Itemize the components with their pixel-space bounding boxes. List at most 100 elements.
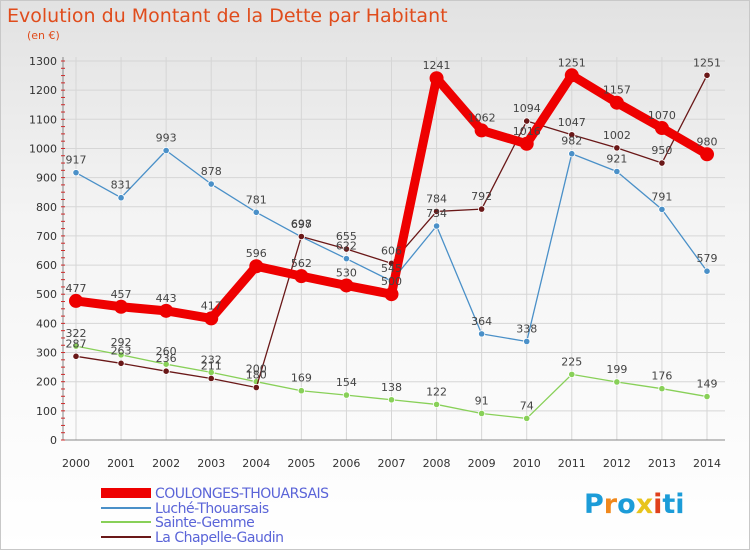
data-label: 176 — [651, 370, 672, 383]
logo-letter: x — [635, 489, 654, 520]
data-point — [478, 205, 486, 213]
data-label: 292 — [111, 336, 132, 349]
data-label: 477 — [66, 282, 87, 295]
y-tick-label: 200 — [36, 376, 57, 389]
y-tick-label: 400 — [36, 317, 57, 330]
data-point — [384, 287, 399, 302]
data-label: 200 — [246, 363, 267, 376]
data-point — [387, 396, 396, 404]
data-point — [703, 267, 711, 275]
legend-label: Luché-Thouarsais — [155, 500, 269, 517]
data-label: 530 — [336, 266, 357, 279]
data-point — [114, 299, 129, 314]
data-point — [613, 144, 621, 152]
data-label: 562 — [291, 257, 312, 270]
data-label: 1157 — [603, 84, 631, 97]
x-tick-label: 2011 — [558, 457, 586, 470]
legend-label: COULONGES-THOUARSAIS — [155, 486, 329, 502]
legend-swatch — [101, 535, 151, 538]
x-tick-label: 2007 — [378, 457, 406, 470]
data-label: 149 — [697, 378, 718, 391]
data-label: 1070 — [648, 109, 676, 122]
data-label: 500 — [381, 275, 402, 288]
data-label: 980 — [697, 135, 718, 148]
data-point — [162, 360, 170, 368]
data-point — [159, 303, 174, 318]
data-label: 697 — [291, 218, 312, 231]
y-tick-label: 100 — [36, 405, 57, 418]
y-tick-label: 700 — [36, 230, 57, 243]
data-label: 199 — [606, 363, 627, 376]
data-point — [117, 359, 125, 367]
data-label: 154 — [336, 376, 357, 389]
y-tick-label: 300 — [36, 347, 57, 360]
chart-subtitle: (en €) — [27, 29, 60, 42]
data-point — [117, 351, 125, 359]
data-point — [658, 385, 666, 393]
data-label: 443 — [156, 292, 177, 305]
data-label: 1251 — [558, 56, 586, 69]
legend-label: Sainte-Gemme — [155, 515, 255, 531]
data-point — [117, 194, 125, 202]
data-label: 457 — [111, 288, 132, 301]
data-point — [162, 367, 170, 375]
y-tick-label: 1000 — [29, 142, 57, 155]
data-point — [72, 169, 80, 177]
data-label: 596 — [246, 247, 267, 260]
data-point — [519, 136, 534, 151]
data-label: 169 — [291, 372, 312, 385]
data-point — [342, 245, 351, 253]
data-label: 180 — [246, 369, 267, 382]
data-point — [432, 222, 441, 230]
y-tick-label: 1300 — [29, 55, 57, 68]
x-tick-label: 2012 — [603, 457, 631, 470]
data-point — [342, 391, 351, 399]
data-label: 734 — [426, 207, 447, 220]
data-label: 1002 — [603, 129, 631, 142]
data-label: 784 — [426, 192, 447, 205]
data-point — [700, 147, 714, 162]
data-label: 138 — [381, 381, 402, 394]
data-label: 1094 — [513, 102, 541, 115]
data-point — [564, 68, 579, 83]
data-label: 263 — [111, 344, 132, 357]
data-point — [432, 400, 441, 409]
data-label: 579 — [697, 252, 718, 265]
x-tick-label: 2003 — [197, 457, 225, 470]
y-tick-label: 500 — [36, 288, 57, 301]
data-point — [249, 259, 264, 274]
data-point — [72, 342, 80, 350]
data-point — [609, 95, 624, 110]
y-tick-label: 0 — [50, 434, 57, 447]
data-point — [339, 278, 354, 293]
data-point — [703, 392, 711, 401]
data-label: 606 — [381, 244, 402, 257]
data-point — [568, 131, 576, 139]
data-label: 545 — [381, 262, 402, 275]
data-point — [69, 293, 83, 308]
data-label: 236 — [156, 352, 177, 365]
data-label: 287 — [66, 337, 87, 350]
legend-label: La Chapelle-Gaudin — [155, 529, 284, 546]
data-label: 622 — [336, 240, 357, 253]
data-point — [523, 414, 531, 423]
data-point — [523, 337, 531, 346]
data-label: 921 — [606, 152, 627, 165]
data-point — [478, 409, 486, 418]
data-point — [654, 121, 669, 136]
x-tick-label: 2010 — [513, 457, 541, 470]
data-label: 831 — [111, 179, 132, 192]
data-point — [204, 311, 219, 326]
data-point — [252, 383, 260, 392]
data-label: 993 — [156, 132, 177, 145]
data-label: 417 — [201, 299, 222, 312]
proxiti-logo: Proxiti — [584, 489, 685, 520]
data-label: 792 — [471, 190, 492, 203]
data-label: 364 — [471, 315, 492, 328]
data-label: 698 — [291, 218, 312, 231]
logo-letter: i — [675, 489, 685, 520]
logo-letter: i — [653, 489, 663, 520]
data-label: 1062 — [468, 111, 496, 124]
